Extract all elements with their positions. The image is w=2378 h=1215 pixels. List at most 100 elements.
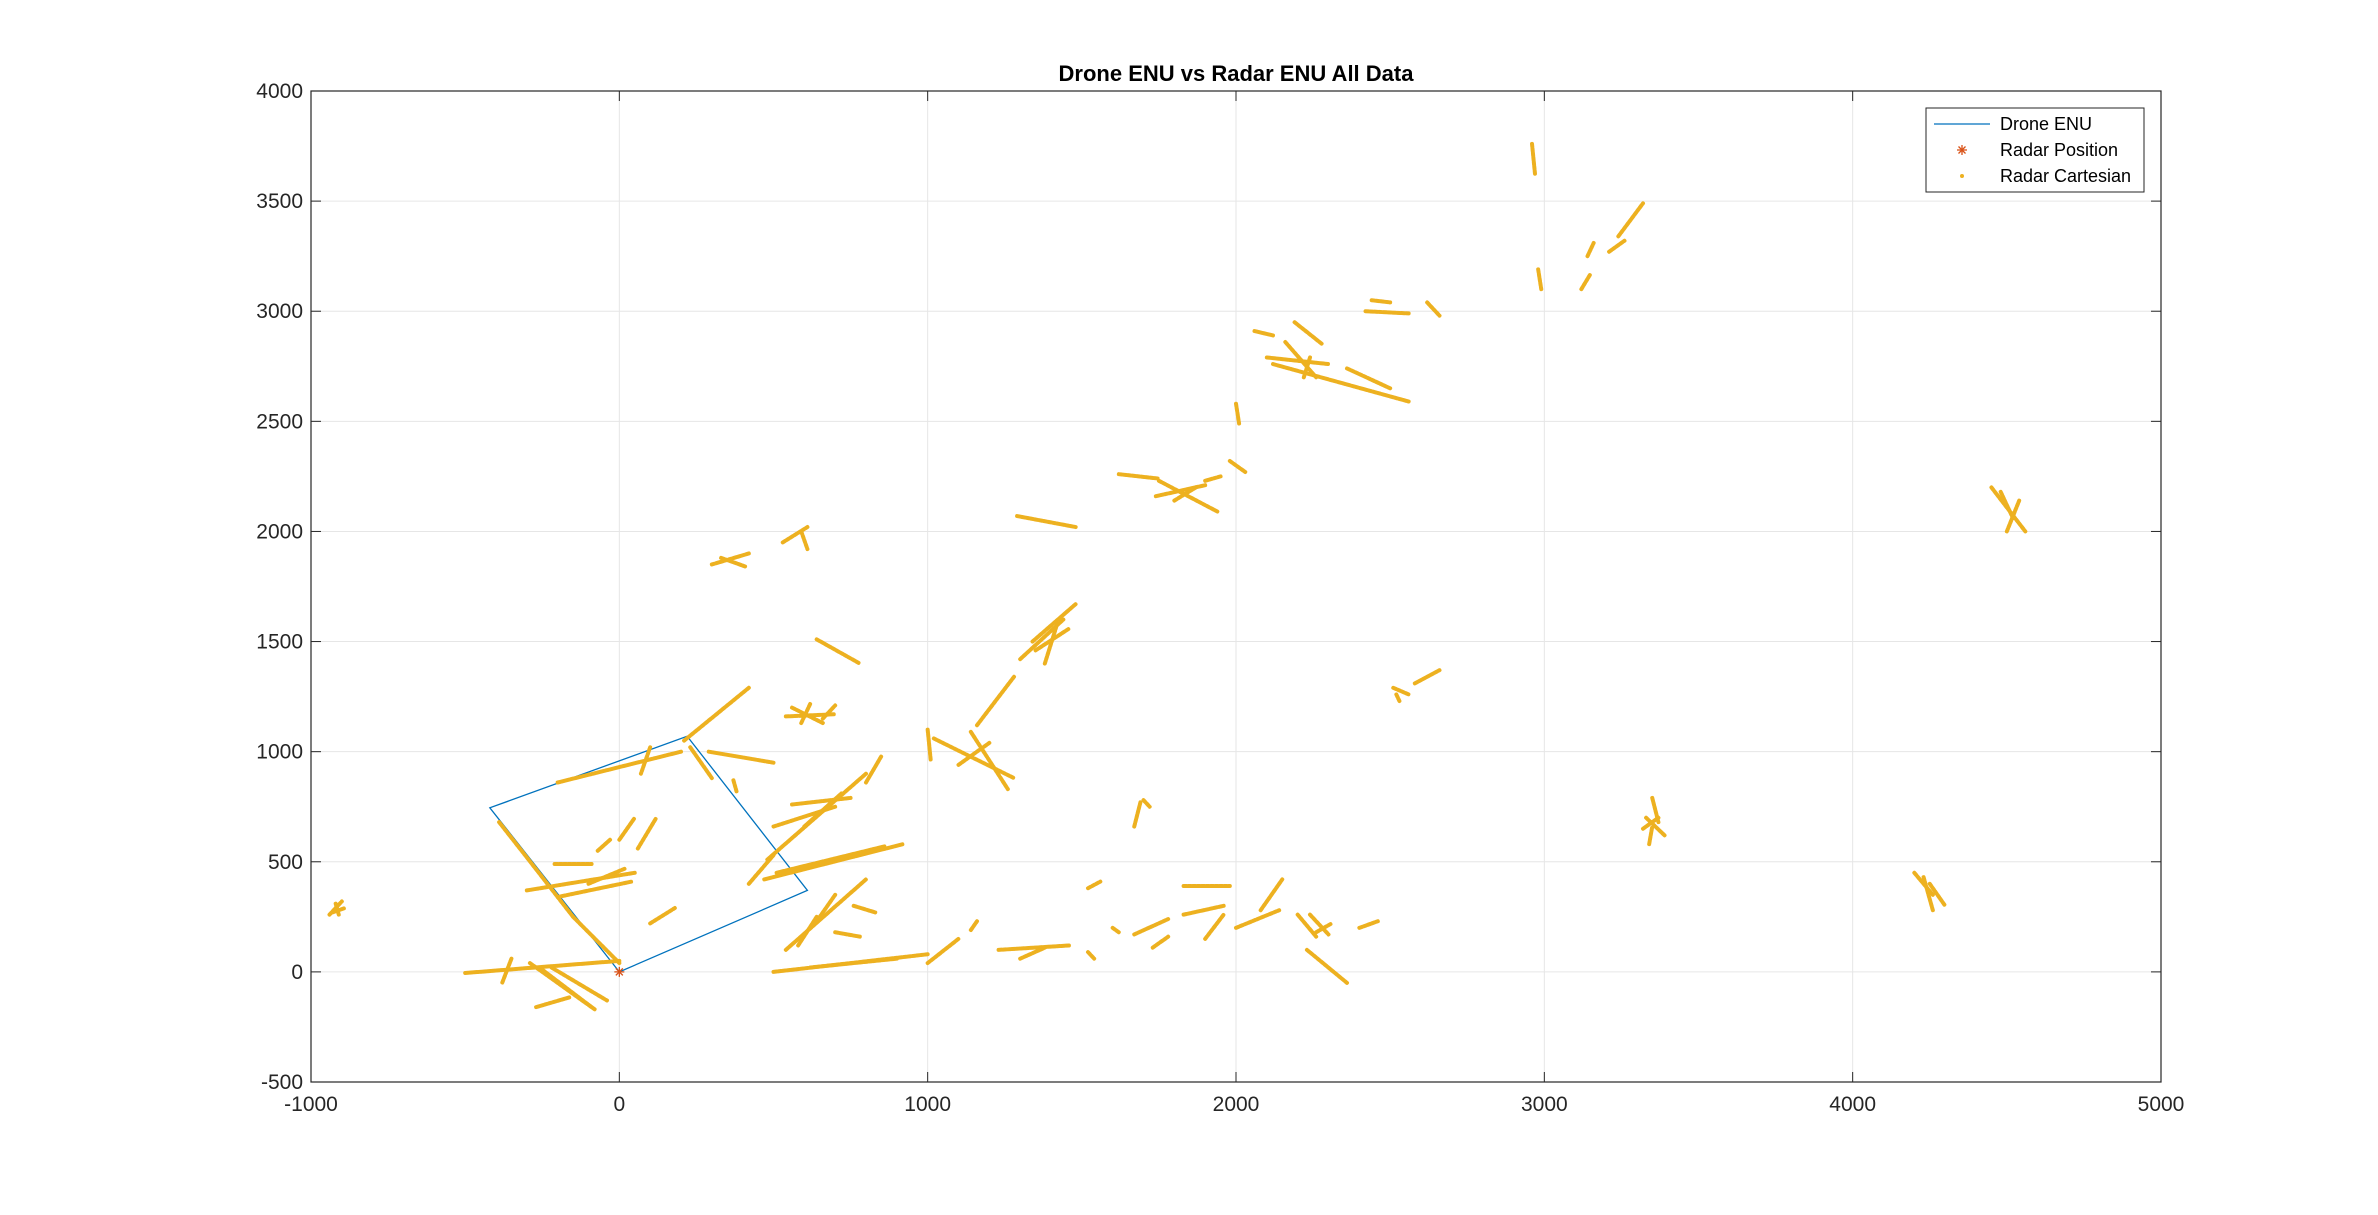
radar-cartesian-point-track [820, 703, 838, 721]
radar-cartesian-point-track [762, 842, 905, 882]
radar-cartesian-point-track [1412, 668, 1442, 686]
radar-cartesian-point-track [799, 529, 810, 552]
radar-cartesian-point-track [1030, 602, 1078, 644]
radar-cartesian-point-track [814, 637, 862, 666]
radar-cartesian-point-track [808, 956, 899, 970]
radar-cartesian-point-track [595, 837, 613, 853]
x-tick-label: 1000 [904, 1093, 951, 1116]
radar-cartesian-point-track [1295, 912, 1319, 939]
radar-cartesian-point-track [555, 749, 683, 785]
radar-cartesian-point-track [1156, 478, 1220, 514]
y-tick-label: 4000 [256, 80, 303, 103]
radar-cartesian-point-track [814, 892, 838, 924]
radar-cartesian-point-track [1641, 815, 1661, 831]
x-tick-label: -1000 [284, 1093, 338, 1116]
radar-cartesian-point-track [1252, 329, 1275, 338]
legend-drone-label: Drone ENU [2000, 114, 2092, 134]
radar-cartesian-point-track [1308, 912, 1331, 937]
radar-cartesian-point-track [1536, 267, 1544, 292]
radar-cartesian-point-track [802, 791, 844, 829]
radar-cartesian-point-track [851, 903, 878, 915]
radar-cartesian-point-track [864, 754, 884, 785]
radar-cartesian-point-track [1042, 621, 1060, 666]
radar-cartesian-point-track [1132, 800, 1143, 829]
radar-cartesian-point-track [1227, 458, 1248, 474]
radar-cartesian-point-track [925, 936, 961, 966]
radar-cartesian-point-track [1579, 271, 1593, 292]
y-tick-label: 0 [291, 961, 303, 984]
radar-cartesian-point-track [1927, 881, 1948, 908]
radar-cartesian-point-track [524, 870, 637, 893]
y-tick-label: 1000 [256, 741, 303, 764]
radar-cartesian-point-track [1110, 925, 1121, 935]
radar-cartesian-point-track [1203, 474, 1223, 483]
legend-radar-position-swatch [1957, 145, 1967, 155]
radar-cartesian-series [327, 141, 2028, 1012]
radar-cartesian-point-track [1304, 947, 1349, 985]
axis-ticks: -1000 0 1000 2000 3000 4000 5000 -500 0 500 1000 15… [256, 80, 2184, 1116]
legend-radar-position-label: Radar Position [2000, 140, 2118, 160]
radar-cartesian-point-track [1271, 362, 1411, 404]
radar-cartesian-point-track [996, 943, 1072, 952]
radar-cartesian-point-track [1234, 401, 1242, 426]
radar-cartesian-point-track [463, 958, 622, 975]
radar-cartesian-point-track [1086, 950, 1097, 961]
radar-cartesian-point-track [1369, 298, 1393, 305]
radar-cartesian-point-track [1264, 355, 1331, 367]
x-tick-label: 0 [613, 1093, 625, 1116]
radar-cartesian-point-track [783, 877, 868, 952]
y-tick-label: 500 [268, 851, 303, 874]
radar-cartesian-point-track [571, 914, 622, 966]
y-tick-label: 3500 [256, 190, 303, 213]
radar-cartesian-point-track [497, 820, 529, 860]
radar-cartesian-point-track [555, 879, 634, 900]
radar-cartesian-point-track [790, 705, 825, 726]
radar-cartesian-point-track [1363, 309, 1411, 316]
radar-cartesian-point-track [790, 795, 853, 807]
radar-cartesian-point-track [1086, 879, 1103, 891]
radar-cartesian-point-track [1647, 824, 1655, 847]
radar-cartesian-point-track [1585, 240, 1596, 259]
y-tick-label: -500 [261, 1071, 303, 1094]
radar-cartesian-point-track [1530, 141, 1538, 177]
radar-cartesian-point-track [1181, 903, 1226, 917]
radar-cartesian-point-track [1258, 877, 1285, 913]
radar-cartesian-point-track [1394, 692, 1402, 704]
radar-cartesian-point-track [1015, 514, 1078, 530]
radar-cartesian-point-track [968, 919, 979, 933]
radar-cartesian-point-track [617, 815, 637, 842]
x-tick-label: 4000 [1829, 1093, 1876, 1116]
radar-cartesian-point-track [833, 930, 862, 939]
radar-cartesian-point-track [682, 685, 751, 743]
radar-cartesian-point-track [925, 727, 933, 763]
radar-cartesian-point-track [333, 901, 341, 917]
radar-cartesian-point-track [780, 525, 810, 545]
radar-cartesian-point-track [1018, 945, 1047, 961]
radar-cartesian-point-track [540, 967, 594, 1010]
radar-cartesian-point-track [638, 745, 653, 776]
radar-cartesian-point-track [648, 906, 677, 926]
x-tick-label: 5000 [2138, 1093, 2185, 1116]
radar-cartesian-point-track [549, 965, 609, 1003]
radar-cartesian-point-track [1172, 485, 1198, 503]
radar-cartesian-point-track [1357, 919, 1380, 930]
radar-cartesian-point-track [1292, 320, 1325, 347]
radar-cartesian-point-track [1314, 921, 1334, 935]
radar-cartesian-point-track [799, 701, 813, 726]
y-tick-label: 2000 [256, 520, 303, 543]
radar-cartesian-point-track [731, 778, 739, 794]
radar-cartesian-point-track [1301, 355, 1312, 380]
radar-cartesian-point-track [1345, 366, 1393, 391]
radar-cartesian-point-track [1644, 815, 1667, 838]
radar-cartesian-point-track [635, 815, 659, 851]
radar-cartesian-point-track [500, 956, 514, 985]
radar-position-series [614, 966, 625, 977]
legend-radar-cartesian-label: Radar Cartesian [2000, 166, 2131, 186]
radar-cartesian-point-track [1150, 934, 1171, 950]
radar-cartesian-point-track [586, 866, 628, 886]
radar-cartesian-point-track [1234, 908, 1282, 930]
radar-cartesian-point-track [706, 749, 776, 765]
y-tick-label: 3000 [256, 300, 303, 323]
radar-cartesian-point-track [1141, 798, 1152, 809]
